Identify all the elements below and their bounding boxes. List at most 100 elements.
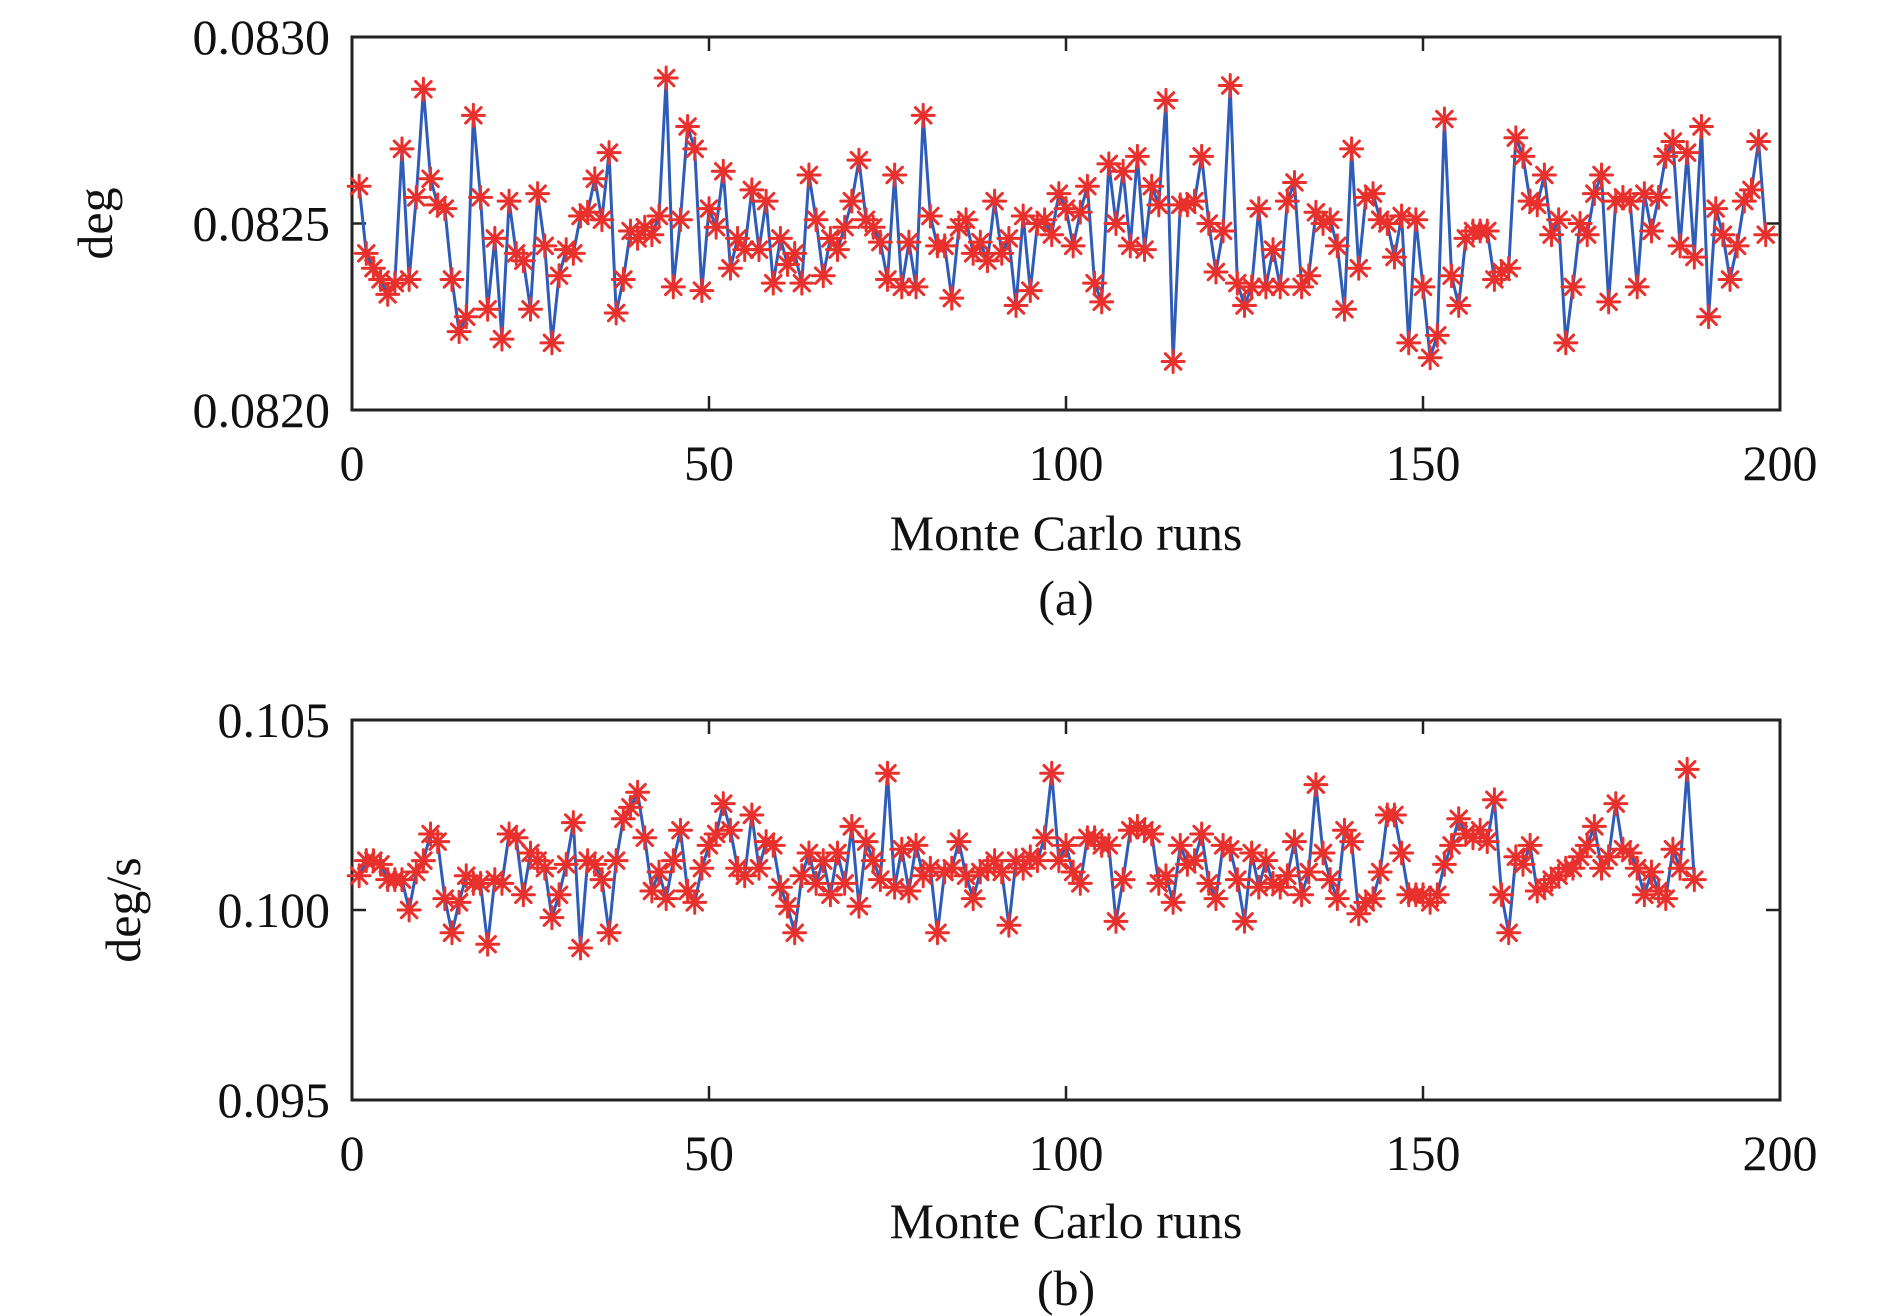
data-point-marker (1717, 266, 1743, 292)
data-point-marker (1531, 162, 1557, 188)
data-point-marker (1496, 255, 1522, 281)
data-point-marker (653, 886, 679, 912)
data-point-marker (1260, 237, 1286, 263)
data-point-marker (832, 870, 858, 896)
data-point-marker (1681, 244, 1707, 270)
data-point-marker (1182, 848, 1208, 874)
data-point-marker (1182, 188, 1208, 214)
data-point-marker (1574, 832, 1600, 858)
data-point-marker (1089, 289, 1115, 315)
data-point-marker (567, 935, 593, 961)
data-point-marker (1360, 181, 1386, 207)
data-point-marker (1688, 114, 1714, 140)
data-point-marker (782, 240, 808, 266)
data-point-marker (1467, 817, 1493, 843)
y-tick-label: 0.0825 (193, 196, 331, 252)
data-point-marker (1424, 882, 1450, 908)
data-point-marker (1674, 756, 1700, 782)
data-point-marker (1210, 218, 1236, 244)
y-axis-label: deg (67, 187, 123, 259)
data-point-marker (767, 225, 793, 251)
data-point-marker (425, 829, 451, 855)
x-tick-label: 0 (340, 1125, 365, 1181)
data-point-marker (1274, 863, 1300, 889)
data-point-marker (1310, 840, 1336, 866)
data-point-marker (1096, 832, 1122, 858)
data-point-marker (1381, 244, 1407, 270)
data-point-marker (382, 270, 408, 296)
data-point-marker (660, 848, 686, 874)
data-point-marker (1553, 330, 1579, 356)
data-point-marker (1103, 908, 1129, 934)
data-point-marker (639, 878, 665, 904)
data-point-marker (603, 300, 629, 326)
data-point-marker (882, 874, 908, 900)
data-point-marker (539, 330, 565, 356)
data-point-marker (582, 851, 608, 877)
data-point-marker (1403, 207, 1429, 233)
data-point-marker (1346, 255, 1372, 281)
data-point-marker (896, 878, 922, 904)
data-point-marker (589, 867, 615, 893)
x-tick-label: 50 (684, 435, 734, 491)
data-point-marker (1389, 840, 1415, 866)
data-point-marker (1481, 787, 1507, 813)
data-point-marker (1317, 867, 1343, 893)
data-point-marker (760, 832, 786, 858)
data-point-marker (1124, 143, 1150, 169)
data-point-marker (1132, 237, 1158, 263)
data-point-marker (1324, 886, 1350, 912)
x-tick-label: 0 (340, 435, 365, 491)
data-point-marker (1624, 274, 1650, 300)
data-point-marker (1239, 274, 1265, 300)
data-point-marker (1039, 222, 1065, 248)
y-tick-label: 0.095 (218, 1072, 331, 1128)
data-point-marker (546, 263, 572, 289)
data-point-marker (389, 136, 415, 162)
data-point-marker (1139, 173, 1165, 199)
data-point-marker (1032, 207, 1058, 233)
data-point-marker (439, 920, 465, 946)
data-point-marker (653, 65, 679, 91)
data-point-marker (803, 870, 829, 896)
data-point-marker (510, 882, 536, 908)
data-point-marker (910, 102, 936, 128)
x-axis-label: Monte Carlo runs (890, 1193, 1243, 1249)
data-point-marker (739, 177, 765, 203)
data-point-marker (1331, 296, 1357, 322)
data-point-marker (375, 281, 401, 307)
data-point-marker (1646, 184, 1672, 210)
chart-panel-b: 0 50 100 150 200 0.095 0.100 0.105 Monte Carlo r… (95, 692, 1818, 1316)
data-point-marker (1517, 188, 1543, 214)
data-point-marker (1589, 162, 1614, 188)
data-point-marker (582, 166, 608, 192)
data-point-marker (1474, 218, 1500, 244)
x-tick-label: 100 (1029, 435, 1104, 491)
data-point-marker (1146, 192, 1172, 218)
data-point-marker (696, 196, 722, 222)
data-point-marker (1638, 218, 1664, 244)
data-point-marker (667, 817, 693, 843)
data-point-marker (860, 848, 886, 874)
data-point-marker (1474, 829, 1500, 855)
data-point-marker (1624, 855, 1650, 881)
y-tick-label: 0.100 (218, 882, 331, 938)
data-point-marker (1153, 87, 1179, 113)
data-point-marker (617, 794, 643, 820)
x-tick-label: 50 (684, 1125, 734, 1181)
data-point-marker (1203, 259, 1229, 285)
data-point-marker (1381, 802, 1407, 828)
data-point-marker (1224, 270, 1250, 296)
data-point-marker (1017, 278, 1043, 304)
data-point-marker (717, 255, 743, 281)
data-point-marker (689, 855, 715, 881)
data-point-marker (1410, 274, 1436, 300)
data-point-marker (468, 184, 494, 210)
data-point-marker (1067, 199, 1093, 225)
data-point-marker (796, 162, 822, 188)
data-point-marker (1032, 825, 1058, 851)
data-point-marker (1660, 836, 1686, 862)
data-point-marker (889, 836, 915, 862)
data-point-marker (403, 184, 429, 210)
data-point-marker (1503, 125, 1529, 151)
